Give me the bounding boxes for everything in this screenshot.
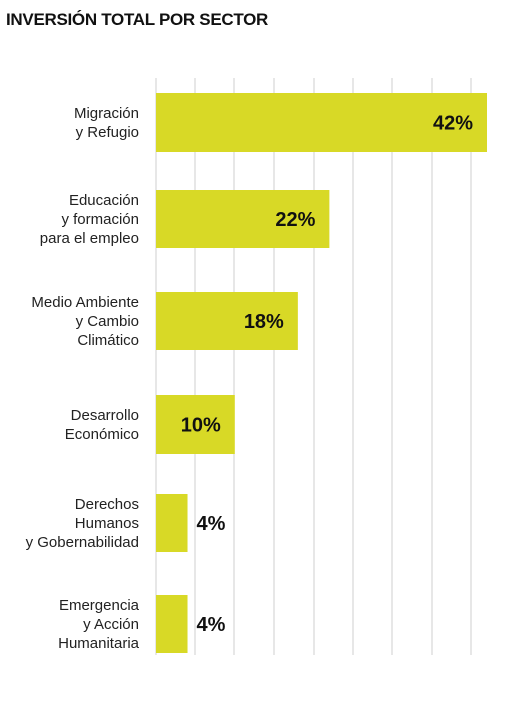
category-label: Migración y Refugio <box>74 105 139 141</box>
bar <box>156 190 330 248</box>
category-label: Educación y formación para el empleo <box>40 192 139 247</box>
bar <box>156 292 298 350</box>
bar <box>156 595 188 653</box>
data-label: 22% <box>275 209 315 231</box>
category-label: Emergencia y Acción Humanitaria <box>58 597 140 652</box>
bar <box>156 395 235 454</box>
data-label: 4% <box>197 513 226 535</box>
data-label: 42% <box>433 113 473 135</box>
data-label: 4% <box>197 614 226 636</box>
data-label: 18% <box>244 311 284 333</box>
category-label: Derechos Humanos y Gobernabilidad <box>26 496 139 551</box>
bar <box>156 494 188 552</box>
category-label: Desarrollo Económico <box>65 407 139 443</box>
bar <box>156 93 487 152</box>
chart-title: INVERSIÓN TOTAL POR SECTOR <box>6 10 269 29</box>
category-label: Medio Ambiente y Cambio Climático <box>31 294 139 349</box>
data-label: 10% <box>181 415 221 437</box>
